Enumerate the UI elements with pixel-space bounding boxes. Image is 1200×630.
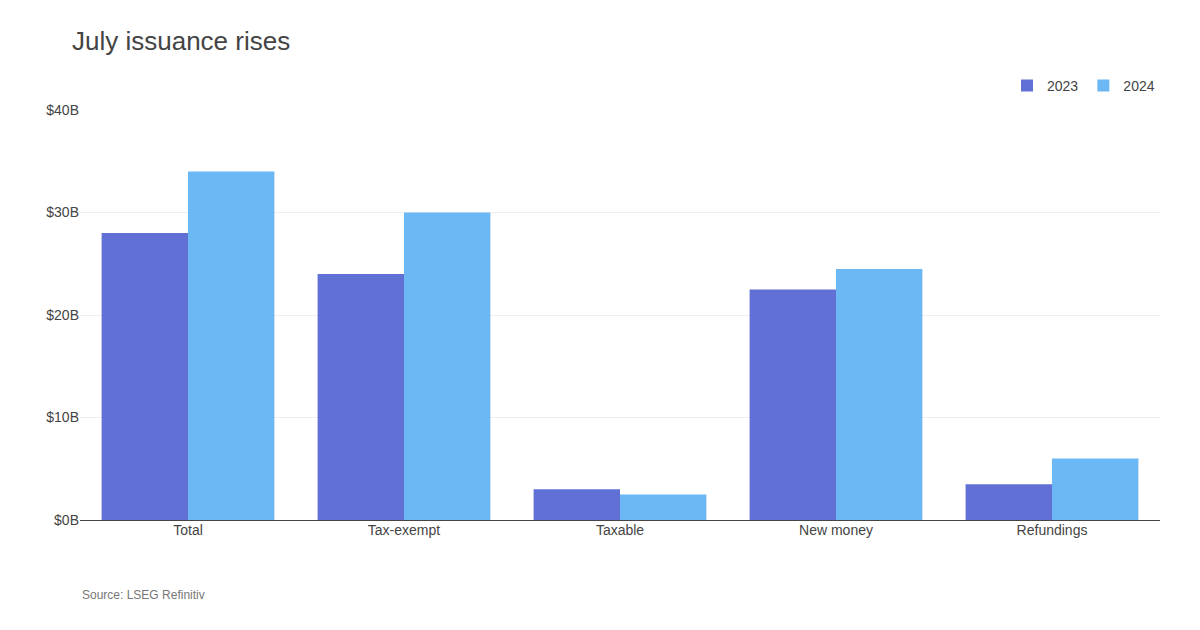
svg-text:$30B: $30B (46, 204, 79, 220)
svg-text:July issuance rises: July issuance rises (72, 26, 290, 56)
svg-text:2024: 2024 (1123, 78, 1154, 94)
svg-text:Tax-exempt: Tax-exempt (368, 522, 440, 538)
svg-text:$10B: $10B (46, 409, 79, 425)
svg-text:$0B: $0B (54, 512, 79, 528)
svg-text:Refundings: Refundings (1017, 522, 1088, 538)
svg-text:2023: 2023 (1047, 78, 1078, 94)
svg-text:New money: New money (799, 522, 873, 538)
svg-text:$40B: $40B (46, 102, 79, 118)
svg-text:Source: LSEG Refinitiv: Source: LSEG Refinitiv (82, 588, 205, 602)
svg-text:Total: Total (173, 522, 203, 538)
svg-text:Taxable: Taxable (596, 522, 644, 538)
svg-text:$20B: $20B (46, 307, 79, 323)
